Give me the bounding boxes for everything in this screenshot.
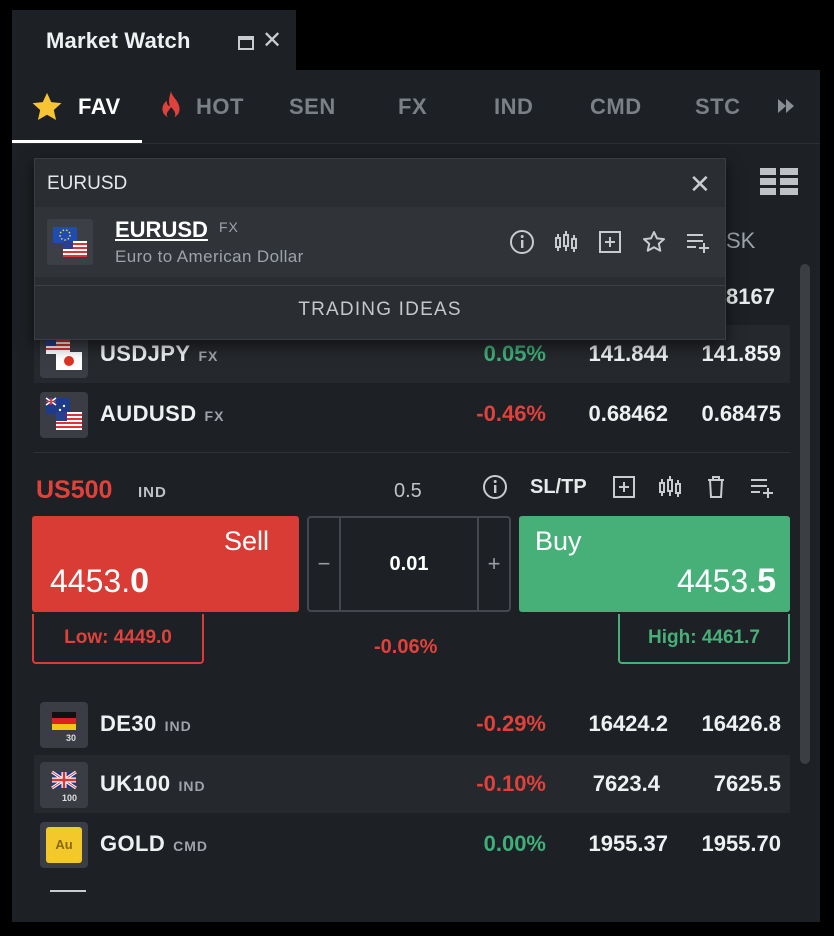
tab-sen[interactable]: SEN bbox=[289, 94, 336, 119]
partial-instrument-row bbox=[34, 874, 790, 892]
instrument-change: -0.29% bbox=[476, 711, 546, 736]
more-tabs-icon[interactable] bbox=[776, 96, 796, 116]
sell-button[interactable]: Sell 4453.0 bbox=[32, 516, 299, 612]
ticket-chart-icon[interactable] bbox=[657, 474, 683, 500]
ticket-change: -0.06% bbox=[374, 636, 438, 658]
instrument-change: -0.46% bbox=[476, 401, 546, 426]
germany-flag-icon: 30 bbox=[40, 702, 88, 748]
search-result-row[interactable]: EURUSD FX Euro to American Dollar bbox=[35, 207, 725, 277]
instrument-ask[interactable]: 7625.5 bbox=[713, 771, 781, 796]
search-input[interactable] bbox=[47, 171, 547, 197]
volume-increase-button[interactable]: + bbox=[477, 518, 509, 610]
trading-ideas-button[interactable]: TRADING IDEAS bbox=[298, 299, 462, 320]
tab-stc[interactable]: STC bbox=[695, 94, 741, 119]
buy-button[interactable]: Buy 4453.5 bbox=[519, 516, 790, 612]
volume-input[interactable] bbox=[341, 518, 477, 610]
tab-fx[interactable]: FX bbox=[398, 94, 428, 119]
instrument-change: -0.10% bbox=[476, 771, 546, 796]
search-result-type: FX bbox=[219, 219, 239, 235]
sell-label: Sell bbox=[223, 526, 269, 556]
instrument-bid[interactable]: 0.68462 bbox=[588, 401, 668, 426]
flag-label: 100 bbox=[62, 793, 78, 803]
instrument-row-uk100[interactable]: 100 UK100 IND -0.10% 7623.4 7625.5 bbox=[34, 755, 790, 813]
ticket-info-icon[interactable] bbox=[482, 474, 508, 500]
close-window-icon[interactable]: ✕ bbox=[262, 27, 283, 54]
search-dropdown: ✕ EURUSD FX Euro to American Dollar TRAD… bbox=[34, 158, 726, 340]
window-title: Market Watch bbox=[46, 28, 191, 53]
active-tab-indicator bbox=[12, 140, 142, 143]
buy-price: 4453.5 bbox=[677, 562, 776, 600]
instrument-symbol: DE30 IND bbox=[100, 711, 192, 736]
ticket-type: IND bbox=[138, 484, 167, 501]
info-icon[interactable] bbox=[509, 229, 535, 255]
favorite-star-icon[interactable] bbox=[641, 229, 667, 255]
category-tabs: FAV HOT SEN FX IND CMD STC bbox=[12, 78, 820, 144]
partial-flag-icon bbox=[50, 890, 86, 892]
instrument-symbol: USDJPY FX bbox=[100, 341, 219, 366]
instrument-row-gold[interactable]: Au GOLD CMD 0.00% 1955.37 1955.70 bbox=[34, 815, 790, 873]
instrument-symbol: GOLD CMD bbox=[100, 831, 209, 856]
volume-decrease-button[interactable]: − bbox=[309, 518, 341, 610]
au-us-flag-icon bbox=[40, 392, 88, 438]
instrument-change: 0.05% bbox=[483, 341, 546, 366]
chart-icon[interactable] bbox=[553, 229, 579, 255]
trash-icon[interactable] bbox=[703, 474, 729, 500]
volume-stepper: − + bbox=[307, 516, 511, 612]
instrument-ask[interactable]: 16426.8 bbox=[701, 711, 781, 736]
sell-price: 4453.0 bbox=[50, 562, 149, 600]
high-price-badge: High: 4461.7 bbox=[618, 614, 790, 664]
ticket-add-icon[interactable] bbox=[611, 474, 637, 500]
scrollbar[interactable] bbox=[800, 264, 810, 764]
instrument-row-audusd[interactable]: AUDUSD FX -0.46% 0.68462 0.68475 bbox=[34, 385, 790, 443]
instrument-symbol: UK100 IND bbox=[100, 771, 206, 796]
star-icon bbox=[32, 92, 62, 121]
fire-icon bbox=[162, 91, 180, 119]
instrument-bid[interactable]: 1955.37 bbox=[588, 831, 668, 856]
instrument-bid[interactable]: 7623.4 bbox=[592, 771, 660, 796]
sl-tp-button[interactable]: SL/TP bbox=[530, 476, 587, 498]
eu-us-flag-icon bbox=[47, 219, 93, 265]
ticket-add-to-list-icon[interactable] bbox=[749, 474, 775, 500]
flag-label: 30 bbox=[66, 733, 77, 743]
gold-icon: Au bbox=[46, 827, 82, 863]
panel-divider bbox=[35, 285, 725, 286]
uk-flag-icon: 100 bbox=[40, 762, 88, 808]
tab-ind[interactable]: IND bbox=[494, 94, 534, 119]
tab-cmd[interactable]: CMD bbox=[590, 94, 642, 119]
search-result-description: Euro to American Dollar bbox=[115, 247, 304, 266]
hidden-row-ask: 8167 bbox=[726, 284, 775, 309]
clear-search-icon[interactable]: ✕ bbox=[689, 169, 711, 199]
add-icon[interactable] bbox=[597, 229, 623, 255]
maximize-icon[interactable] bbox=[238, 36, 254, 50]
window-title-tab: Market Watch ✕ bbox=[12, 10, 296, 72]
low-price-badge: Low: 4449.0 bbox=[32, 614, 204, 664]
gold-icon-box: Au bbox=[40, 822, 88, 868]
instrument-bid[interactable]: 141.844 bbox=[588, 341, 668, 366]
ticket-spread: 0.5 bbox=[394, 480, 422, 502]
ticket-symbol: US500 bbox=[36, 476, 113, 504]
tab-fav[interactable]: FAV bbox=[78, 94, 121, 119]
layout-toggle-icon[interactable] bbox=[760, 168, 798, 196]
add-to-list-icon[interactable] bbox=[685, 229, 711, 255]
instrument-ask[interactable]: 1955.70 bbox=[701, 831, 781, 856]
buy-label: Buy bbox=[535, 526, 582, 556]
instrument-bid[interactable]: 16424.2 bbox=[588, 711, 668, 736]
ticket-divider bbox=[34, 452, 790, 453]
instrument-row-de30[interactable]: 30 DE30 IND -0.29% 16424.2 16426.8 bbox=[34, 695, 790, 753]
instrument-change: 0.00% bbox=[483, 831, 546, 856]
tab-hot[interactable]: HOT bbox=[196, 94, 244, 119]
instrument-ask[interactable]: 141.859 bbox=[701, 341, 781, 366]
instrument-ask[interactable]: 0.68475 bbox=[701, 401, 781, 426]
search-result-symbol[interactable]: EURUSD bbox=[115, 217, 208, 242]
ask-column-header: SK bbox=[726, 228, 756, 253]
instrument-symbol: AUDUSD FX bbox=[100, 401, 225, 426]
